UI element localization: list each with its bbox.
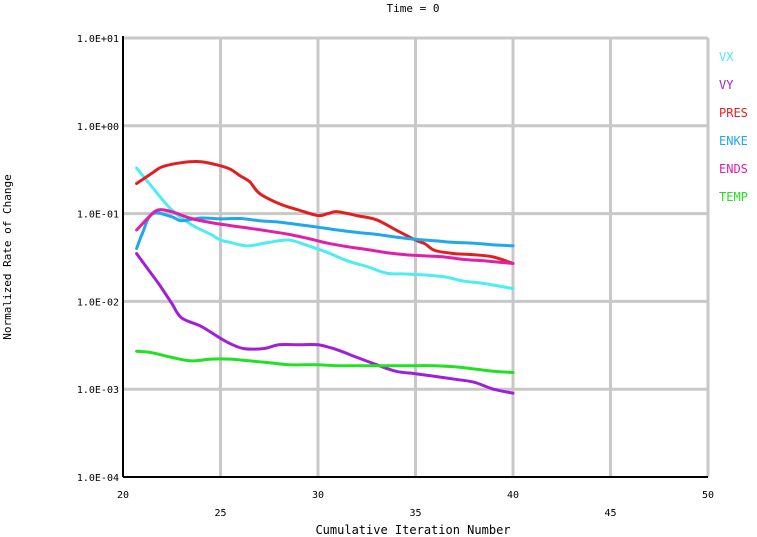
chart-title: Time = 0 [387,2,440,15]
y-axis-label: Normalized Rate of Change [1,174,14,340]
series-line-vy [135,252,515,395]
legend: VX VY PRES ENKE ENDS TEMP [719,50,748,204]
x-tick-label: 30 [312,490,324,501]
axes [122,36,708,478]
series-line-pres [135,160,515,265]
y-tick-label: 1.0E-04 [77,473,119,484]
y-tick-label: 1.0E-03 [77,385,119,396]
y-tick-label: 1.0E+00 [77,122,119,133]
legend-entry-pres: PRES [719,106,748,120]
series-line-vx [135,166,515,291]
legend-entry-ends: ENDS [719,162,748,176]
legend-entry-temp: TEMP [719,190,748,204]
x-tick-label: 45 [604,508,616,519]
legend-entry-vx: VX [719,50,734,64]
x-tick-label: 35 [409,508,421,519]
y-tick-label: 1.0E+01 [77,34,119,45]
legend-entry-vy: VY [719,78,734,92]
series-line-temp [135,349,515,374]
series-lines [135,160,515,395]
y-tick-label: 1.0E-02 [77,297,119,308]
x-tick-label: 40 [507,490,519,501]
series-line-enke [135,211,515,250]
y-tick-label: 1.0E-01 [77,210,119,221]
tick-labels: 20 25 30 35 40 45 50 1.0E+01 1.0E+00 1.0E-01 1.0E-… [77,34,714,519]
x-tick-label: 20 [117,490,129,501]
grid [123,36,710,477]
series-line-ends [135,208,515,265]
legend-entry-enke: ENKE [719,134,748,148]
x-tick-label: 50 [702,490,714,501]
x-axis-label: Cumulative Iteration Number [315,523,510,537]
x-tick-label: 25 [214,508,226,519]
